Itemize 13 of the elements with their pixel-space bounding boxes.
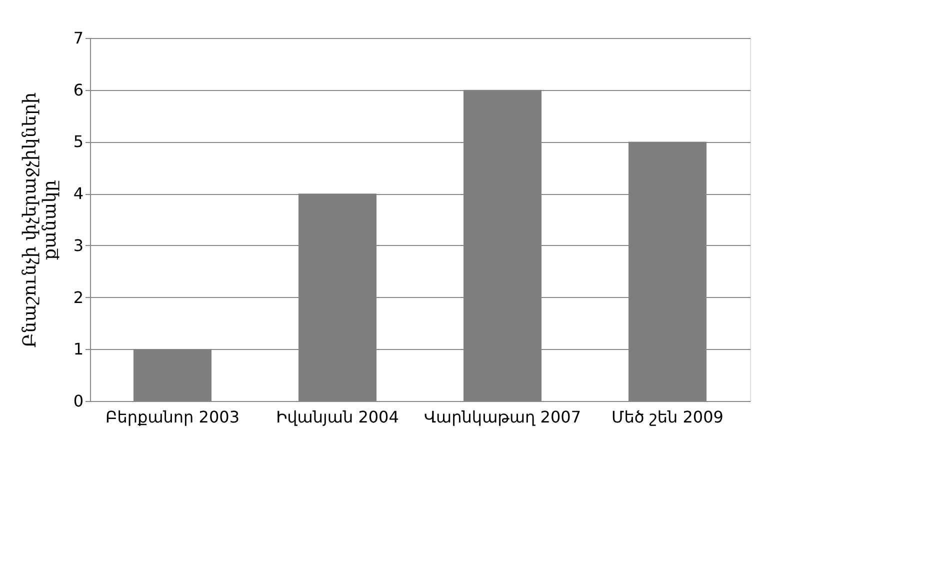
y-tick-label: 4	[73, 184, 84, 204]
y-tick-label: 7	[73, 28, 84, 48]
y-axis-title: Բնաշունչի փչերաջչիկների քանակը	[19, 92, 60, 348]
x-tick-label: Բերքանոր 2003	[106, 408, 240, 426]
y-tick-label: 5	[73, 132, 84, 152]
x-tick-label: Մեծ շեն 2009	[612, 408, 724, 426]
x-tick-label: Վարնկաթաղ 2007	[424, 408, 581, 426]
y-tick-label: 1	[73, 340, 84, 359]
y-tick-label: 6	[73, 80, 84, 100]
x-tick-label: Իվանյան 2004	[276, 408, 399, 426]
y-tick-label: 2	[73, 288, 84, 307]
y-tick-label: 0	[73, 392, 84, 410]
y-tick-label: 3	[73, 236, 84, 255]
